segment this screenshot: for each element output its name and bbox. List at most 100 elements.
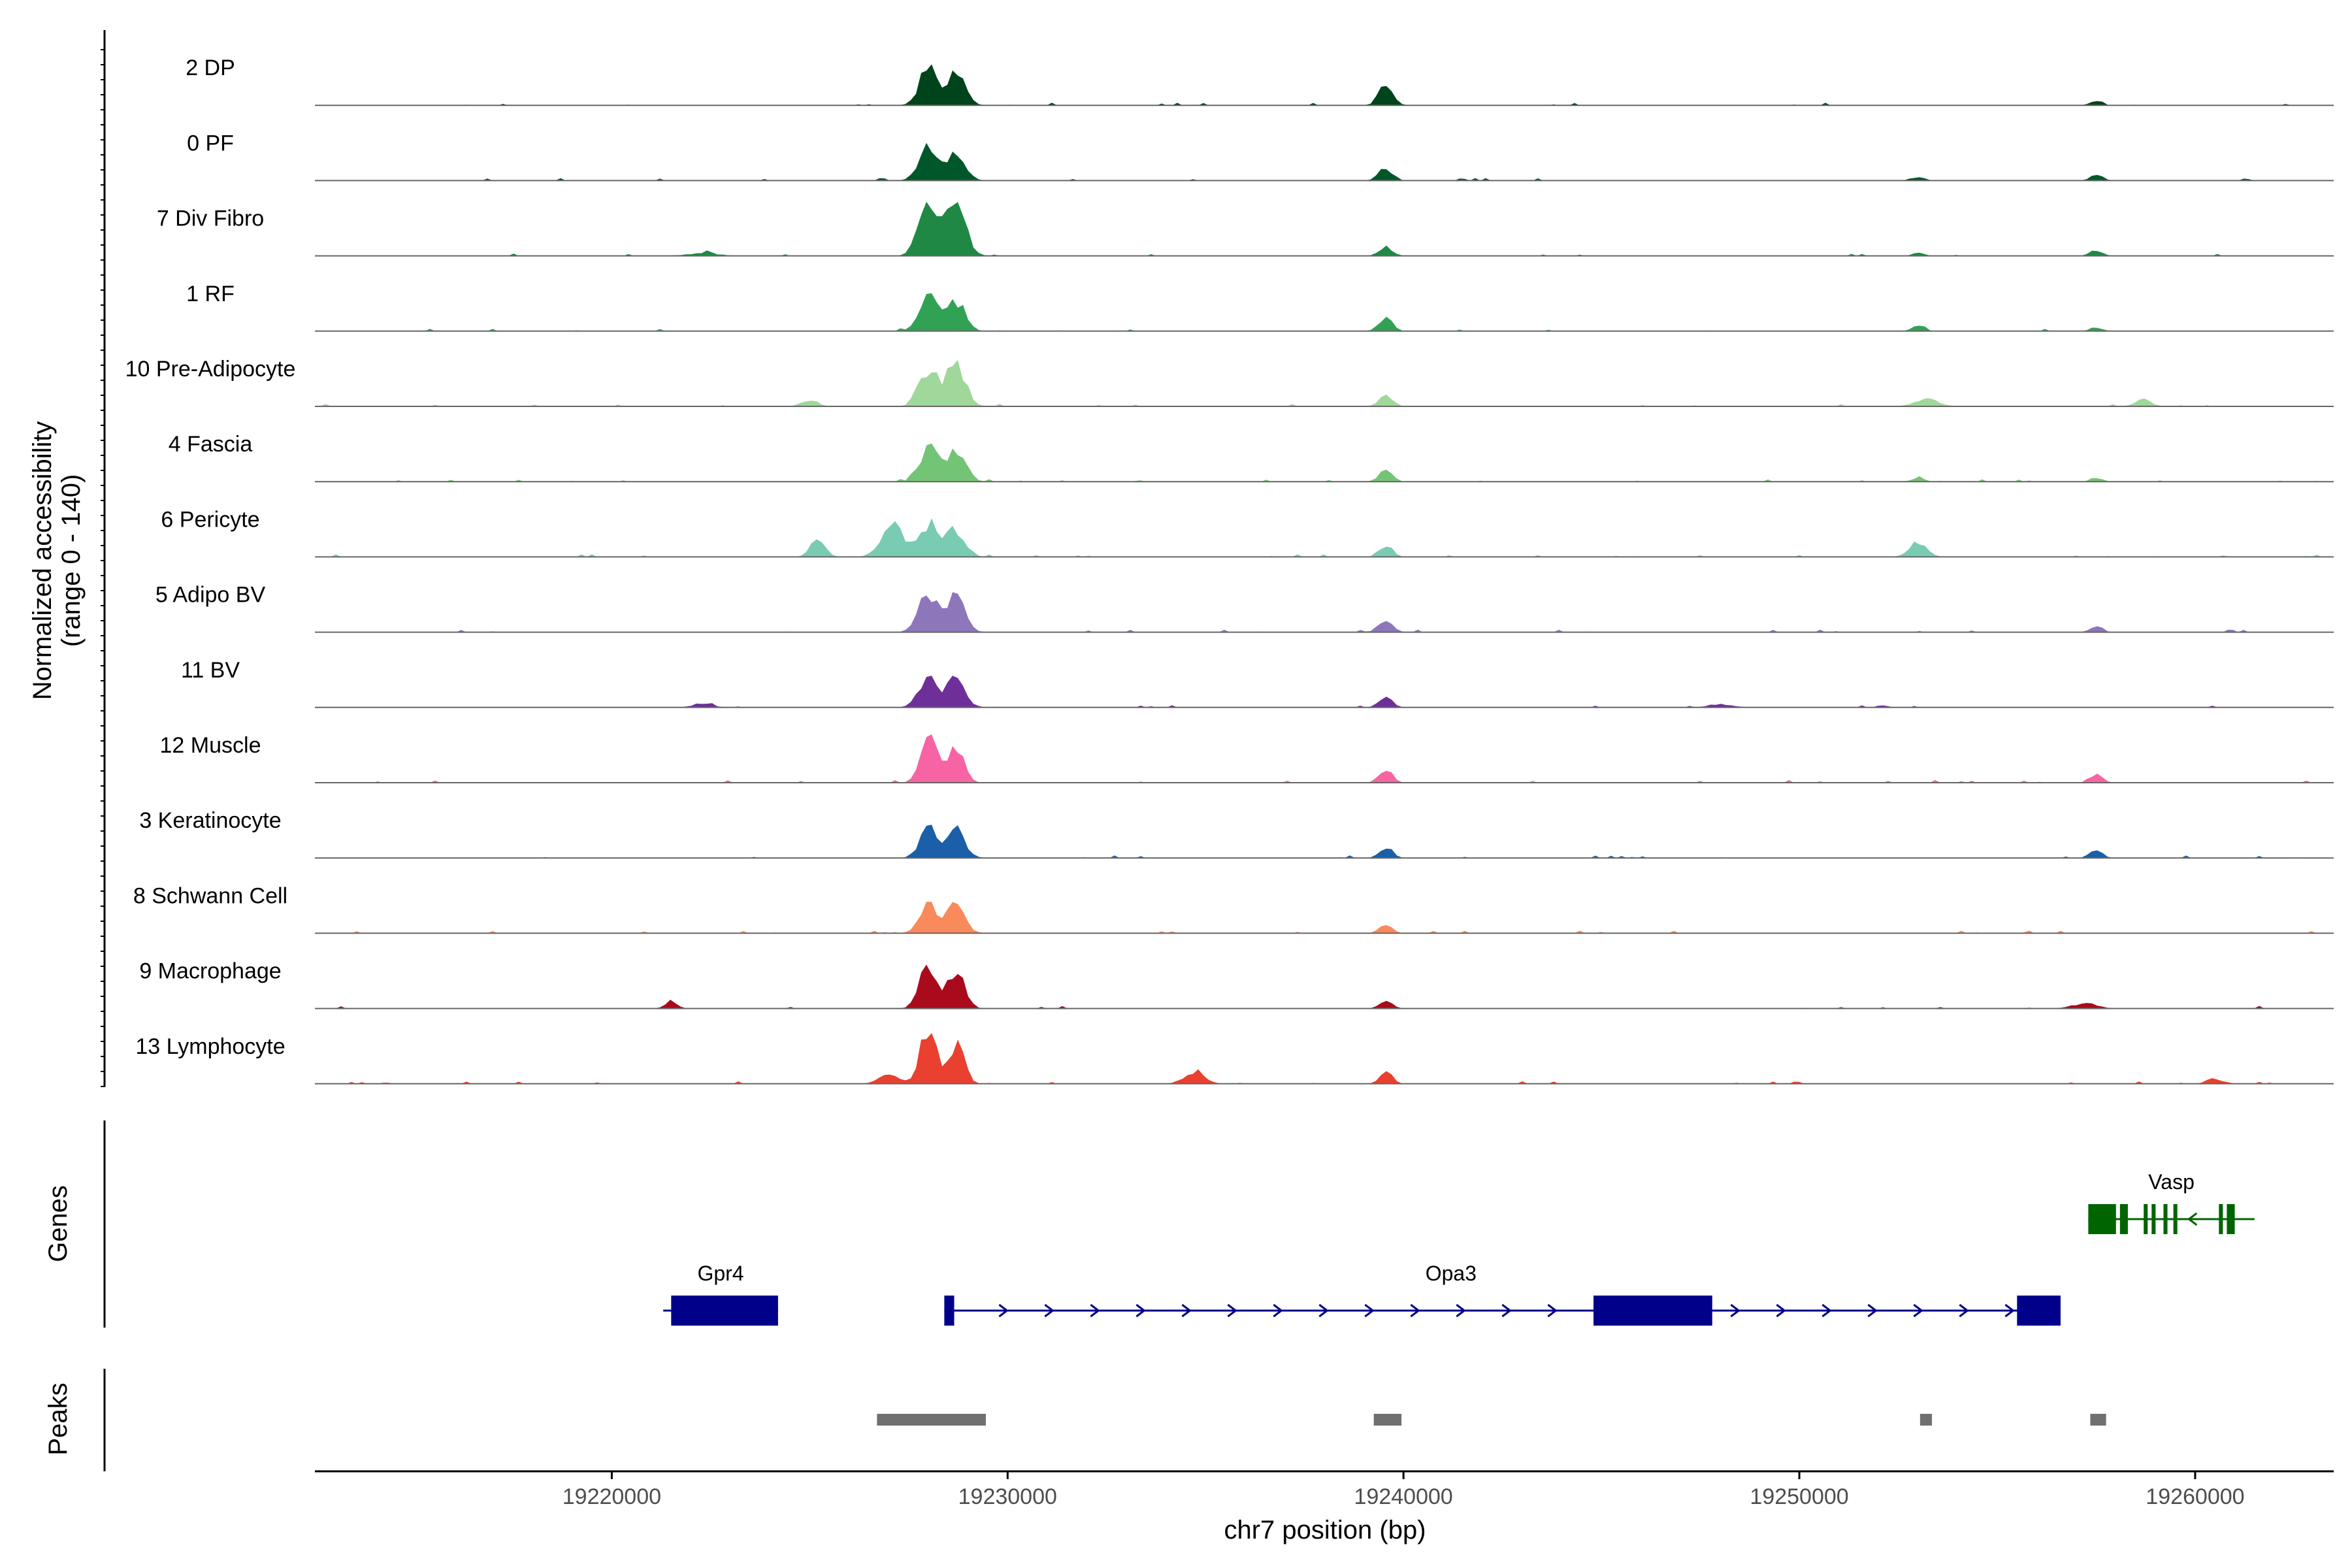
gene-exon [2088,1204,2116,1234]
track-11-bv: 11 BV [181,658,2334,708]
gene-exon [2151,1204,2156,1234]
track-label: 2 DP [186,56,235,80]
peak-region [2090,1414,2106,1426]
track-2-dp: 2 DP [186,56,2334,106]
gene-opa3: Opa3 [944,1262,2061,1326]
track-0-pf: 0 PF [187,131,2334,182]
coverage-area [315,676,2334,708]
coverage-area [315,293,2334,331]
track-label: 10 Pre-Adipocyte [125,357,296,382]
track-4-fascia: 4 Fascia [169,432,2334,483]
coverage-area [315,902,2334,934]
track-label: 8 Schwann Cell [133,883,287,908]
coverage-area [315,201,2334,256]
strand-arrow-icon [2187,1212,2198,1226]
track-label: 0 PF [187,131,234,155]
track-label: 12 Muscle [160,733,261,758]
track-5-adipo-bv: 5 Adipo BV [155,583,2334,633]
track-label: 4 Fascia [169,432,253,457]
strand-arrow-icon [1181,1303,1192,1318]
gene-gpr4: Gpr4 [663,1262,778,1326]
strand-arrow-icon [1273,1303,1283,1318]
x-axis: 19220000 19230000 19240000 19250000 19260000 [315,1470,2334,1509]
gene-exon [1593,1296,1712,1326]
y-axis-title: Normalized accessibility(range 0 - 140) [28,421,86,700]
track-label: 3 Keratinocyte [139,808,281,833]
track-label: 9 Macrophage [139,959,281,984]
strand-arrow-icon [1730,1303,1740,1318]
gene-exon [2119,1204,2128,1234]
strand-arrow-icon [1227,1303,1237,1318]
strand-arrow-icon [1501,1303,1512,1318]
track-10-pre-adipocyte: 10 Pre-Adipocyte [125,357,2334,407]
strand-arrow-icon [1867,1303,1878,1318]
gene-exon [2017,1296,2061,1326]
strand-arrow-icon [1318,1303,1329,1318]
coverage-area [315,825,2334,858]
gene-exon [944,1296,955,1326]
track-label: 11 BV [181,658,240,683]
coverage-area [315,518,2334,557]
peak-region [1919,1414,1933,1426]
x-axis-title: chr7 position (bp) [1224,1516,1426,1544]
gene-exon [2163,1204,2168,1234]
strand-arrow-icon [1913,1303,1923,1318]
track-label: 6 Pericyte [161,507,259,532]
coverage-area [315,964,2334,1009]
gene-exon [2219,1204,2223,1234]
x-tick-label: 19220000 [563,1484,661,1509]
genes-panel-title: Genes [44,1185,73,1262]
x-tick-label: 19230000 [958,1484,1057,1509]
coverage-area [315,142,2334,181]
peak-panel: Peaks [44,1369,2106,1471]
strand-arrow-icon [1959,1303,1969,1318]
gene-label: Vasp [2148,1170,2195,1194]
track-7-div-fibro: 7 Div Fibro [157,201,2334,257]
coverage-area [315,1033,2334,1084]
coverage-area [315,734,2334,783]
gene-vasp: Vasp [2088,1170,2255,1234]
x-tick-label: 19240000 [1354,1484,1453,1509]
track-label: 5 Adipo BV [155,583,266,608]
y-axis-title-line: Normalized accessibility [28,421,57,700]
track-3-keratinocyte: 3 Keratinocyte [139,808,2334,859]
strand-arrow-icon [2004,1303,2015,1318]
strand-arrow-icon [1821,1303,1832,1318]
coverage-area [315,64,2334,106]
peak-region [877,1414,986,1426]
track-1-rf: 1 RF [186,282,2334,332]
x-tick-label: 19250000 [1750,1484,1848,1509]
strand-arrow-icon [1135,1303,1146,1318]
gene-label: Opa3 [1426,1262,1477,1285]
strand-arrow-icon [998,1303,1009,1318]
gene-exon [2173,1204,2178,1234]
gene-exon [671,1296,778,1326]
track-6-pericyte: 6 Pericyte [161,507,2334,558]
coverage-area [315,443,2334,482]
peaks-panel-title: Peaks [44,1382,73,1455]
gene-label: Gpr4 [697,1262,743,1285]
track-12-muscle: 12 Muscle [160,733,2334,783]
coverage-area [315,592,2334,632]
x-tick-label: 19260000 [2146,1484,2244,1509]
strand-arrow-icon [1090,1303,1100,1318]
track-8-schwann-cell: 8 Schwann Cell [133,883,2334,934]
peak-region [1373,1414,1402,1426]
y-axis-title-line: (range 0 - 140) [57,474,86,647]
strand-arrow-icon [1776,1303,1786,1318]
gene-panel: Genes Gpr4 Opa3 Vasp [44,1120,2255,1328]
strand-arrow-icon [1410,1303,1420,1318]
coverage-panel: Normalized accessibility(range 0 - 140) 2… [28,30,2334,1087]
track-13-lymphocyte: 13 Lymphocyte [135,1033,2334,1085]
strand-arrow-icon [1044,1303,1054,1318]
gene-exon [2144,1204,2148,1234]
strand-arrow-icon [1364,1303,1375,1318]
track-9-macrophage: 9 Macrophage [139,959,2334,1009]
track-label: 1 RF [186,282,235,306]
strand-arrow-icon [1456,1303,1466,1318]
track-label: 13 Lymphocyte [135,1034,285,1059]
strand-arrow-icon [1547,1303,1558,1318]
track-label: 7 Div Fibro [157,206,264,231]
coverage-area [315,359,2334,406]
